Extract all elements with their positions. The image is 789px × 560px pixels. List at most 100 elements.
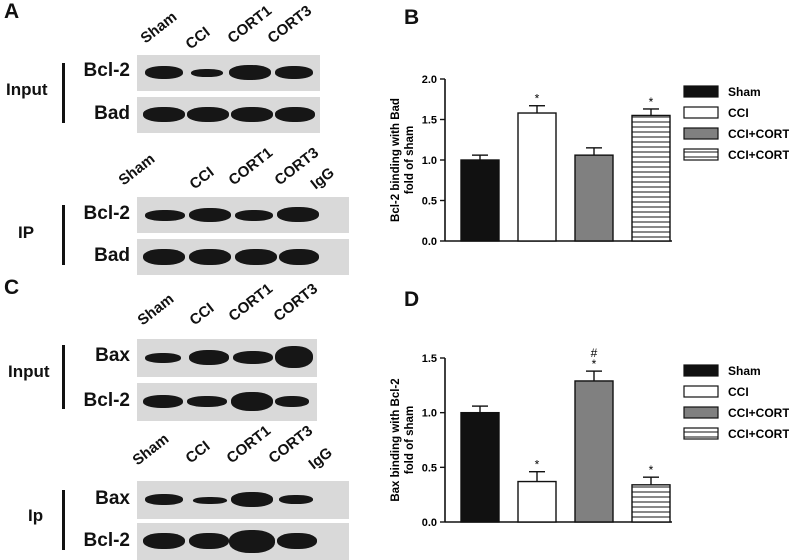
band [143,249,185,265]
band [189,208,231,222]
band [145,210,185,221]
band [279,249,319,265]
band [279,495,313,504]
group-bracket [62,490,65,550]
y-tick-label: 1.5 [422,353,437,365]
band [143,533,185,549]
legend-label: CCI [728,385,749,399]
band [189,533,229,549]
bar [574,154,614,242]
band [191,69,223,77]
panel-letter-d: D [404,288,420,311]
legend-swatch [683,364,719,377]
band [229,65,271,80]
group-label-input: Input [6,80,48,99]
legend-label: Sham [728,85,761,99]
legend-swatch [683,427,719,440]
significance-mark: * [535,92,540,106]
bar-chart-b: 0.0 0.5 1.0 1.5 2.0 Bcl-2 binding with Bad fol… [390,74,789,248]
row-label: Bad [94,103,130,124]
band [187,107,229,122]
blot-strip [137,481,349,519]
band [189,249,231,265]
y-tick-label: 0.5 [422,196,437,208]
legend-swatch [683,85,719,98]
band [145,494,183,505]
bar [631,484,671,523]
y-tick-label: 1.0 [422,408,437,420]
significance-mark: * [535,458,540,472]
band [143,395,183,408]
blot-strip [137,339,317,377]
row-label: Bcl-2 [83,60,130,81]
bar [574,380,614,523]
blot-strip [137,197,349,233]
band [145,66,183,79]
row-label: Bcl-2 [83,390,130,411]
band [231,492,273,507]
band [275,66,313,79]
blot-strip [137,55,320,91]
band [275,396,309,407]
row-label: Bad [94,245,130,266]
band [275,346,313,368]
row-label: Bcl-2 [83,530,130,551]
group-label-input: Input [8,362,50,381]
group-label-ip: IP [18,223,35,242]
row-label: Bax [95,345,130,366]
y-tick-label: 1.5 [422,115,437,127]
legend-label: CCI+CORT3 [728,427,789,441]
y-tick-label: 0.5 [422,462,437,474]
significance-mark: * [649,95,654,109]
group-bracket [62,63,65,123]
significance-mark: # [591,346,598,360]
band [235,249,277,265]
y-axis-label: Bax binding with Bcl-2 [390,378,402,501]
y-tick-label: 1.0 [422,155,437,167]
legend-label: CCI+CORT1 [728,127,789,141]
band [235,210,273,221]
band [233,351,273,364]
legend-label: Sham [728,364,761,378]
significance-mark: * [649,463,654,477]
y-tick-label: 0.0 [422,236,437,248]
band [231,107,273,122]
band [143,107,185,122]
blot-strip [137,97,320,133]
row-label: Bcl-2 [83,203,130,224]
bar [631,114,671,242]
bar [460,411,500,523]
band [231,392,273,411]
y-tick-label: 0.0 [422,517,437,529]
y-axis-label: fold of sham [404,126,416,194]
band [229,530,275,553]
legend-swatch [683,106,719,119]
y-axis-label: Bcl-2 binding with Bad [390,98,402,222]
legend-swatch [683,385,719,398]
band [145,353,181,363]
legend-swatch [683,406,719,419]
panel-letter-c: C [4,276,20,299]
legend-swatch [683,148,719,161]
bar [517,112,557,242]
bar [517,480,557,523]
panel-letter-a: A [4,0,20,23]
group-bracket [62,205,65,265]
legend-label: CCI [728,106,749,120]
blot-strip [137,523,349,560]
legend-swatch [683,127,719,140]
band [193,497,227,504]
panel-letter-b: B [404,6,420,29]
band [277,207,319,222]
blot-strip [137,383,317,421]
row-label: Bax [95,488,130,509]
legend-label: CCI+CORT1 [728,406,789,420]
band [275,107,315,122]
y-axis-label: fold of sham [404,406,416,474]
blot-strip [137,239,349,275]
group-bracket [62,345,65,409]
legend-label: CCI+CORT3 [728,148,789,162]
band [277,533,317,549]
significance-mark: * [592,357,597,371]
